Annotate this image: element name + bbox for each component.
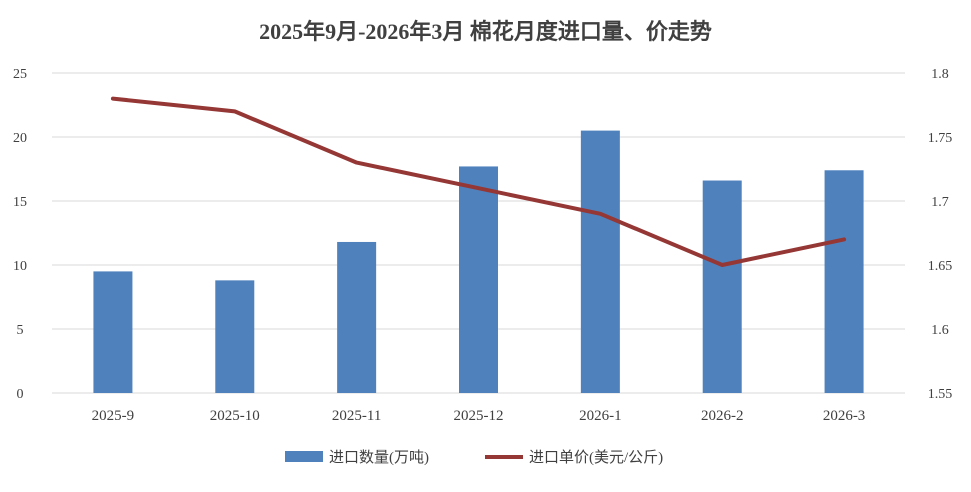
line-point	[356, 162, 358, 164]
line-point	[478, 187, 479, 189]
line-point	[721, 264, 723, 266]
bar	[702, 180, 742, 393]
line-point	[112, 98, 114, 100]
legend-label-bars: 进口数量(万吨)	[329, 449, 429, 466]
y-left-tick-label: 5	[17, 323, 24, 338]
line-point	[843, 238, 845, 240]
y-left-tick-label: 25	[13, 67, 27, 82]
x-tick-label: 2026-2	[701, 408, 744, 424]
x-tick-label: 2026-3	[823, 408, 866, 424]
chart-title: 2025年9月-2026年3月 棉花月度进口量、价走势	[259, 19, 712, 44]
y-right-tick-label: 1.7	[931, 195, 949, 210]
y-right-tick-label: 1.75	[928, 131, 953, 146]
y-right-tick-label: 1.6	[931, 323, 949, 338]
x-tick-label: 2025-12	[454, 408, 504, 424]
y-left-tick-label: 15	[13, 195, 27, 210]
x-tick-label: 2026-1	[579, 408, 622, 424]
y-right-tick-label: 1.8	[931, 67, 949, 82]
x-tick-label: 2025-9	[92, 408, 135, 424]
legend-label-line: 进口单价(美元/公斤)	[529, 449, 663, 466]
bar	[580, 130, 620, 393]
y-right-tick-label: 1.55	[928, 387, 953, 402]
x-tick-label: 2025-10	[210, 408, 260, 424]
bar	[459, 166, 498, 393]
y-left-tick-label: 10	[13, 259, 27, 274]
legend-swatch-bars	[285, 451, 323, 462]
bar	[824, 170, 864, 393]
x-tick-label: 2025-11	[332, 408, 381, 424]
line-point	[599, 213, 601, 215]
bar	[93, 271, 133, 393]
y-left-tick-label: 20	[13, 131, 27, 146]
y-left-tick-label: 0	[17, 387, 24, 402]
bar	[337, 241, 377, 393]
line-point	[234, 110, 236, 112]
bar	[215, 280, 255, 393]
y-right-tick-label: 1.65	[928, 259, 953, 274]
